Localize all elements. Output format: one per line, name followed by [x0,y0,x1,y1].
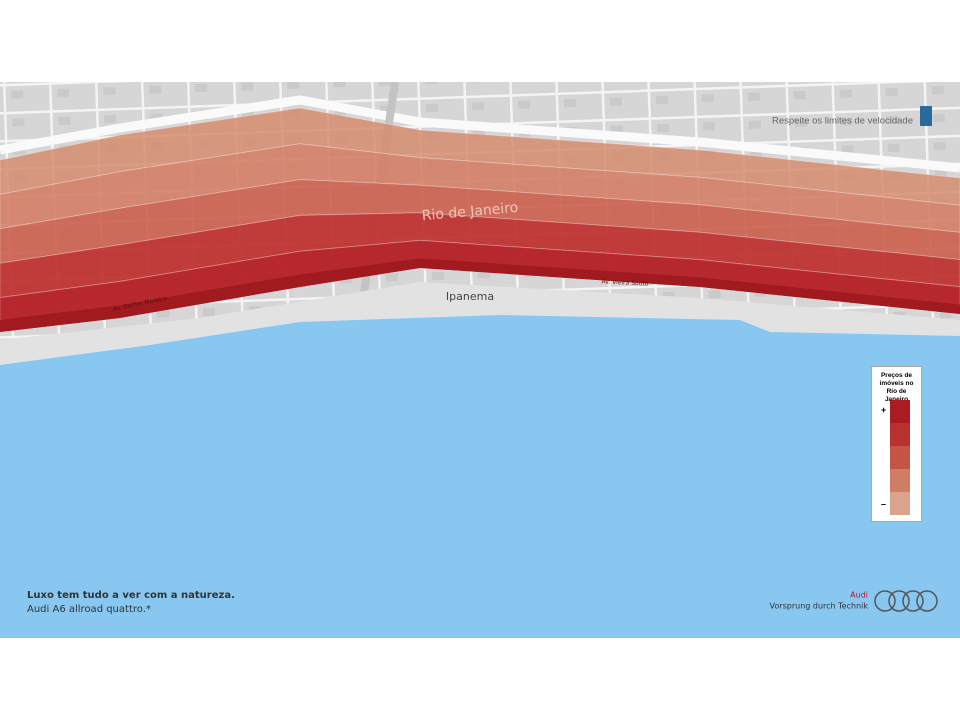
legend: Preços de imóveis no Rio de Janeiro + – [871,366,922,522]
map: Rio de Janeiro Ipanema Av. Delfim Moreir… [0,82,960,638]
price-bands [0,107,960,333]
sign-icon [920,106,932,126]
audi-rings [874,590,938,612]
notice: Respeite os limites de velocidade [772,116,913,127]
ocean [0,315,960,638]
legend-title: Preços de imóveis no Rio de Janeiro [879,372,914,403]
headline: Luxo tem tudo a ver com a natureza. [27,590,235,601]
legend-high: + [881,405,887,415]
product: Audi A6 allroad quattro.* [27,604,151,615]
street-label: Av. Vieira Souto [601,278,649,287]
slogan: Vorsprung durch Technik [770,602,869,611]
neighborhood-label: Ipanema [446,290,494,303]
road [0,95,960,173]
legend-low: – [881,499,887,509]
brand: Audi [850,591,868,600]
avenue [0,258,960,332]
